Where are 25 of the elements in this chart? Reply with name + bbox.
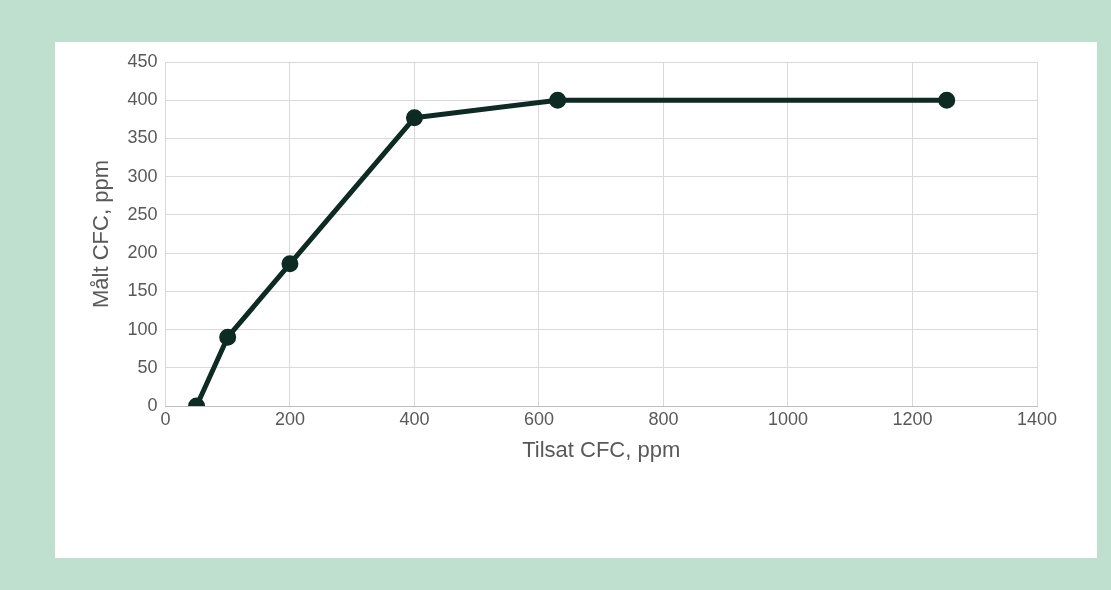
- x-tick-label: 400: [399, 408, 430, 429]
- y-tick-label: 150: [127, 280, 158, 301]
- x-tick-label: 1400: [1016, 408, 1058, 429]
- y-tick-label: 0: [147, 394, 158, 415]
- y-tick-label: 350: [127, 127, 158, 148]
- y-tick-label: 50: [137, 356, 158, 377]
- y-tick-label: 100: [127, 318, 158, 339]
- x-tick-label: 1000: [767, 408, 808, 429]
- x-tick-label: 200: [274, 408, 305, 429]
- x-tick-label: 600: [523, 408, 554, 429]
- x-tick-label: 800: [648, 408, 679, 429]
- y-tick-label: 200: [127, 242, 158, 263]
- x-tick-label: 1200: [892, 408, 933, 429]
- point: [281, 255, 299, 273]
- y-tick-label: 450: [127, 50, 158, 71]
- x-axis-title: Tilsat CFC, ppm: [522, 436, 681, 462]
- point: [549, 91, 567, 109]
- x-tick-label: 0: [160, 408, 171, 429]
- point: [219, 328, 237, 346]
- y-tick-label: 400: [127, 89, 158, 110]
- y-axis-title: Målt CFC, ppm: [88, 160, 114, 308]
- y-tick-label: 300: [127, 165, 158, 186]
- point: [405, 109, 423, 127]
- point: [938, 91, 956, 109]
- y-tick-label: 250: [127, 203, 158, 224]
